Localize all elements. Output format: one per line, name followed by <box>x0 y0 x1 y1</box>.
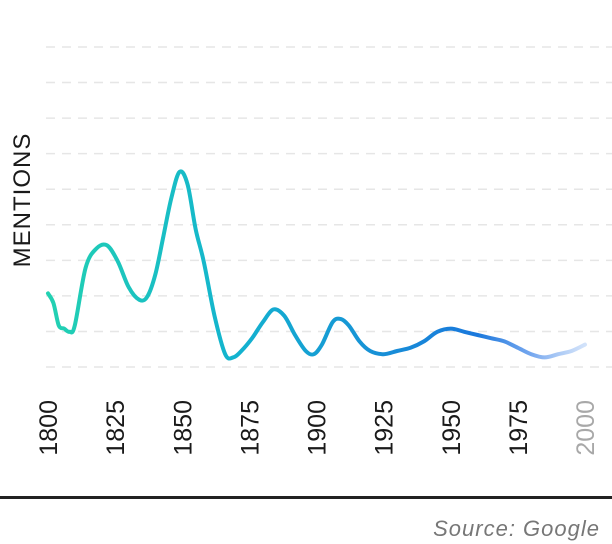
x-tick-label: 1900 <box>304 400 332 456</box>
source-credit: Source: Google <box>433 516 600 541</box>
x-tick-label: 1975 <box>505 400 533 456</box>
footer-divider <box>0 496 612 499</box>
series-line <box>46 169 587 361</box>
x-tick-label: 1850 <box>169 400 197 456</box>
x-tick-label: 1950 <box>438 400 466 456</box>
x-tick-label: 1925 <box>371 400 399 456</box>
x-tick-label: 2000 <box>572 400 600 456</box>
x-tick-label: 1875 <box>236 400 264 456</box>
x-axis-ticks: 1800 1825 1850 1875 1900 1925 1950 1975 2000 <box>35 400 600 456</box>
gridlines <box>46 46 612 368</box>
x-tick-label: 1800 <box>35 400 63 456</box>
y-axis-label: MENTIONS <box>9 133 36 268</box>
x-tick-label: 1825 <box>102 400 130 456</box>
